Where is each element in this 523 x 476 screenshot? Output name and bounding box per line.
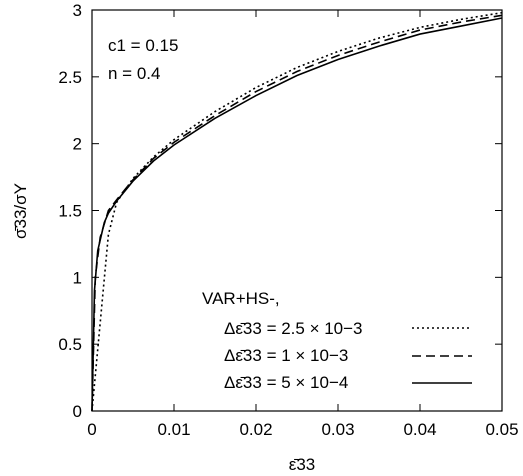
legend: VAR+HS-, Δε̄33 = 2.5 × 10−3 Δε̄33 = 1 × …: [202, 289, 472, 392]
x-tick-label: 0.05: [485, 420, 518, 439]
x-tick-label: 0: [87, 420, 96, 439]
y-axis-label: σ̄33/σY: [11, 183, 30, 239]
y-tick-label: 1: [73, 268, 82, 287]
y-tick-label: 2: [73, 135, 82, 154]
legend-title: VAR+HS-,: [202, 289, 280, 308]
y-tick-label: 2.5: [58, 68, 82, 87]
legend-label-solid: Δε̄33 = 5 × 10−4: [224, 373, 348, 392]
x-axis-label: ε̄33: [289, 455, 316, 474]
annotation-n: n = 0.4: [108, 64, 160, 83]
x-tick-label: 0.02: [239, 420, 272, 439]
legend-label-dotted: Δε̄33 = 2.5 × 10−3: [224, 319, 363, 338]
legend-label-dashed: Δε̄33 = 1 × 10−3: [224, 346, 348, 365]
y-tick-label: 0.5: [58, 335, 82, 354]
y-tick-label: 3: [73, 1, 82, 20]
series-lines: [91, 11, 503, 412]
annotation-c1: c1 = 0.15: [108, 36, 178, 55]
axis-ticks: 0 0.01 0.02 0.03 0.04 0.05 0 0.5 1 1.5 2 2.5 3: [58, 1, 518, 439]
series-line-dotted: [91, 11, 503, 412]
x-tick-label: 0.04: [403, 420, 436, 439]
y-tick-label: 0: [73, 402, 82, 421]
y-tick-label: 1.5: [58, 202, 82, 221]
series-line-solid: [91, 17, 503, 412]
x-tick-label: 0.03: [321, 420, 354, 439]
x-tick-label: 0.01: [157, 420, 190, 439]
